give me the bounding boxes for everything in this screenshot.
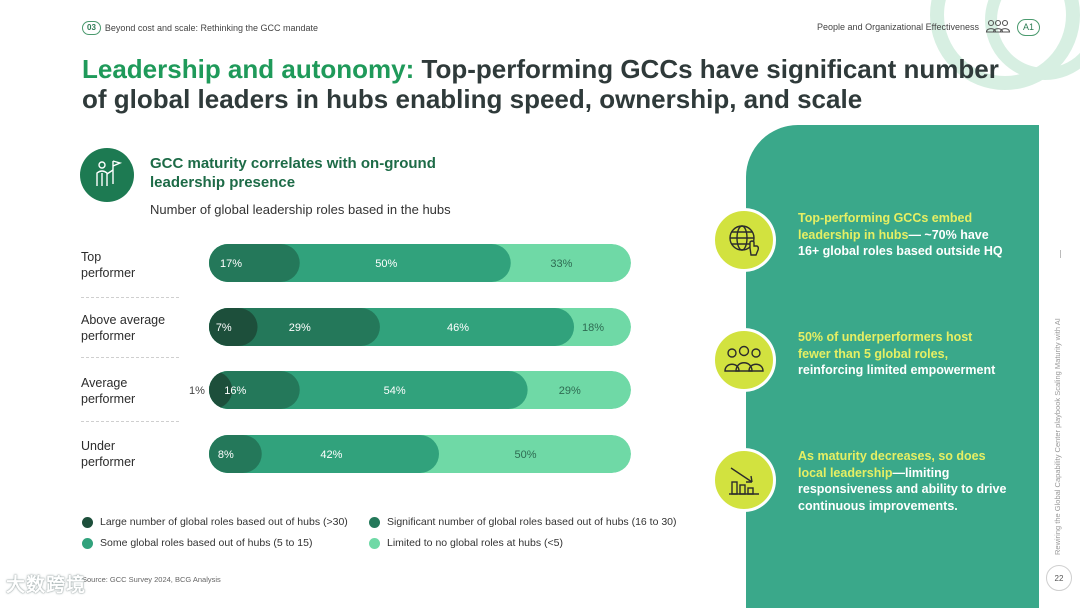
bar-value-label: 33%	[550, 258, 572, 270]
section-number: 03	[82, 21, 101, 35]
bar-segment	[209, 435, 262, 473]
bar-value-label: 17%	[220, 258, 242, 270]
bar-value-label: 29%	[559, 385, 581, 397]
side-caption: Rewiring the Global Capability Center pl…	[1053, 318, 1062, 555]
category-label-under: Under performer	[81, 439, 136, 469]
insights-panel	[746, 125, 1039, 608]
page-number: 22	[1046, 565, 1072, 591]
watermark: 大数跨境	[6, 575, 87, 596]
bar-value-label: 16%	[224, 385, 246, 397]
legend-label: Limited to no global roles at hubs (<5)	[387, 537, 563, 549]
title-accent: Leadership and autonomy:	[82, 54, 415, 84]
page-title: Leadership and autonomy: Top-performing …	[82, 54, 1012, 114]
legend-item: Large number of global roles based out o…	[82, 516, 348, 528]
category-code: A1	[1016, 18, 1040, 36]
chart-subtitle: Number of global leadership roles based …	[150, 202, 451, 217]
bar-row	[209, 371, 631, 409]
category-label-top: Top performer	[81, 250, 136, 280]
legend-label: Large number of global roles based out o…	[100, 516, 348, 528]
bar-row	[209, 244, 631, 282]
legend-label: Some global roles based out of hubs (5 t…	[100, 537, 313, 549]
insight-rest: reinforcing limited empowerment	[798, 363, 996, 377]
legend-swatch	[369, 537, 380, 549]
divider	[1060, 250, 1061, 258]
leader-flag-icon	[80, 148, 134, 202]
bar-value-label: 50%	[375, 258, 397, 270]
category-label: People and Organizational Effectiveness	[817, 22, 979, 32]
insight-rest: — ~70% have 16+ global roles based outsi…	[798, 227, 1003, 259]
bar-value-label: 46%	[447, 322, 469, 334]
legend-swatch	[369, 516, 380, 528]
insight-text: Top-performing GCCs embed leadership in …	[798, 210, 1008, 260]
insight-highlight: 50% of underperformers host fewer than 5…	[798, 330, 973, 361]
section-title: Beyond cost and scale: Rethinking the GC…	[104, 23, 319, 33]
globe-hand-icon	[712, 208, 776, 272]
bar-row	[209, 308, 631, 346]
bar-value-label: 7%	[216, 322, 232, 334]
legend-swatch	[82, 516, 93, 528]
row-separator	[81, 297, 179, 298]
insight-highlight: Top-performing GCCs embed leadership in …	[798, 211, 973, 242]
bar-segment	[209, 244, 300, 282]
bar-segment	[209, 308, 258, 346]
bar-value-label: 29%	[289, 322, 311, 334]
legend-item: Significant number of global roles based…	[369, 516, 677, 528]
insight-highlight: As maturity decreases, so does local lea…	[798, 449, 986, 480]
title-rest: Top-performing GCCs have significant num…	[82, 54, 999, 114]
insight-text: 50% of underperformers host fewer than 5…	[798, 329, 1008, 379]
bar-segment	[209, 371, 233, 409]
row-separator	[81, 421, 179, 422]
category-label-above-average: Above average performer	[81, 313, 166, 343]
bar-value-label: 54%	[384, 385, 406, 397]
bar-value-label: 1%	[189, 385, 205, 397]
chart-decline-icon	[712, 448, 776, 512]
people-group-icon	[712, 328, 776, 392]
people-icon	[985, 18, 1011, 36]
bar-value-label: 8%	[218, 449, 234, 461]
insight-rest: —limiting responsiveness and ability to …	[798, 465, 1007, 513]
legend-item: Limited to no global roles at hubs (<5)	[369, 537, 563, 549]
bar-row	[209, 435, 631, 473]
category-label-average: Average performer	[81, 376, 136, 406]
legend-swatch	[82, 537, 93, 549]
bar-value-label: 18%	[582, 322, 604, 334]
row-separator	[81, 357, 179, 358]
stacked-bar-chart: 17% 50% 33% 7% 29% 46% 18% 1% 16% 54% 29% 8% 42% 50%	[189, 244, 631, 473]
bar-value-label: 42%	[320, 449, 342, 461]
chart-heading: GCC maturity correlates with on-ground l…	[150, 155, 436, 191]
legend-label: Significant number of global roles based…	[387, 516, 677, 528]
source-note: Source: GCC Survey 2024, BCG Analysis	[82, 575, 221, 584]
bar-value-label: 50%	[514, 449, 536, 461]
section-tag: 03 Beyond cost and scale: Rethinking the…	[82, 21, 318, 35]
category-header: People and Organizational Effectiveness …	[817, 18, 1040, 36]
insight-text: As maturity decreases, so does local lea…	[798, 448, 1008, 514]
legend-item: Some global roles based out of hubs (5 t…	[82, 537, 312, 549]
